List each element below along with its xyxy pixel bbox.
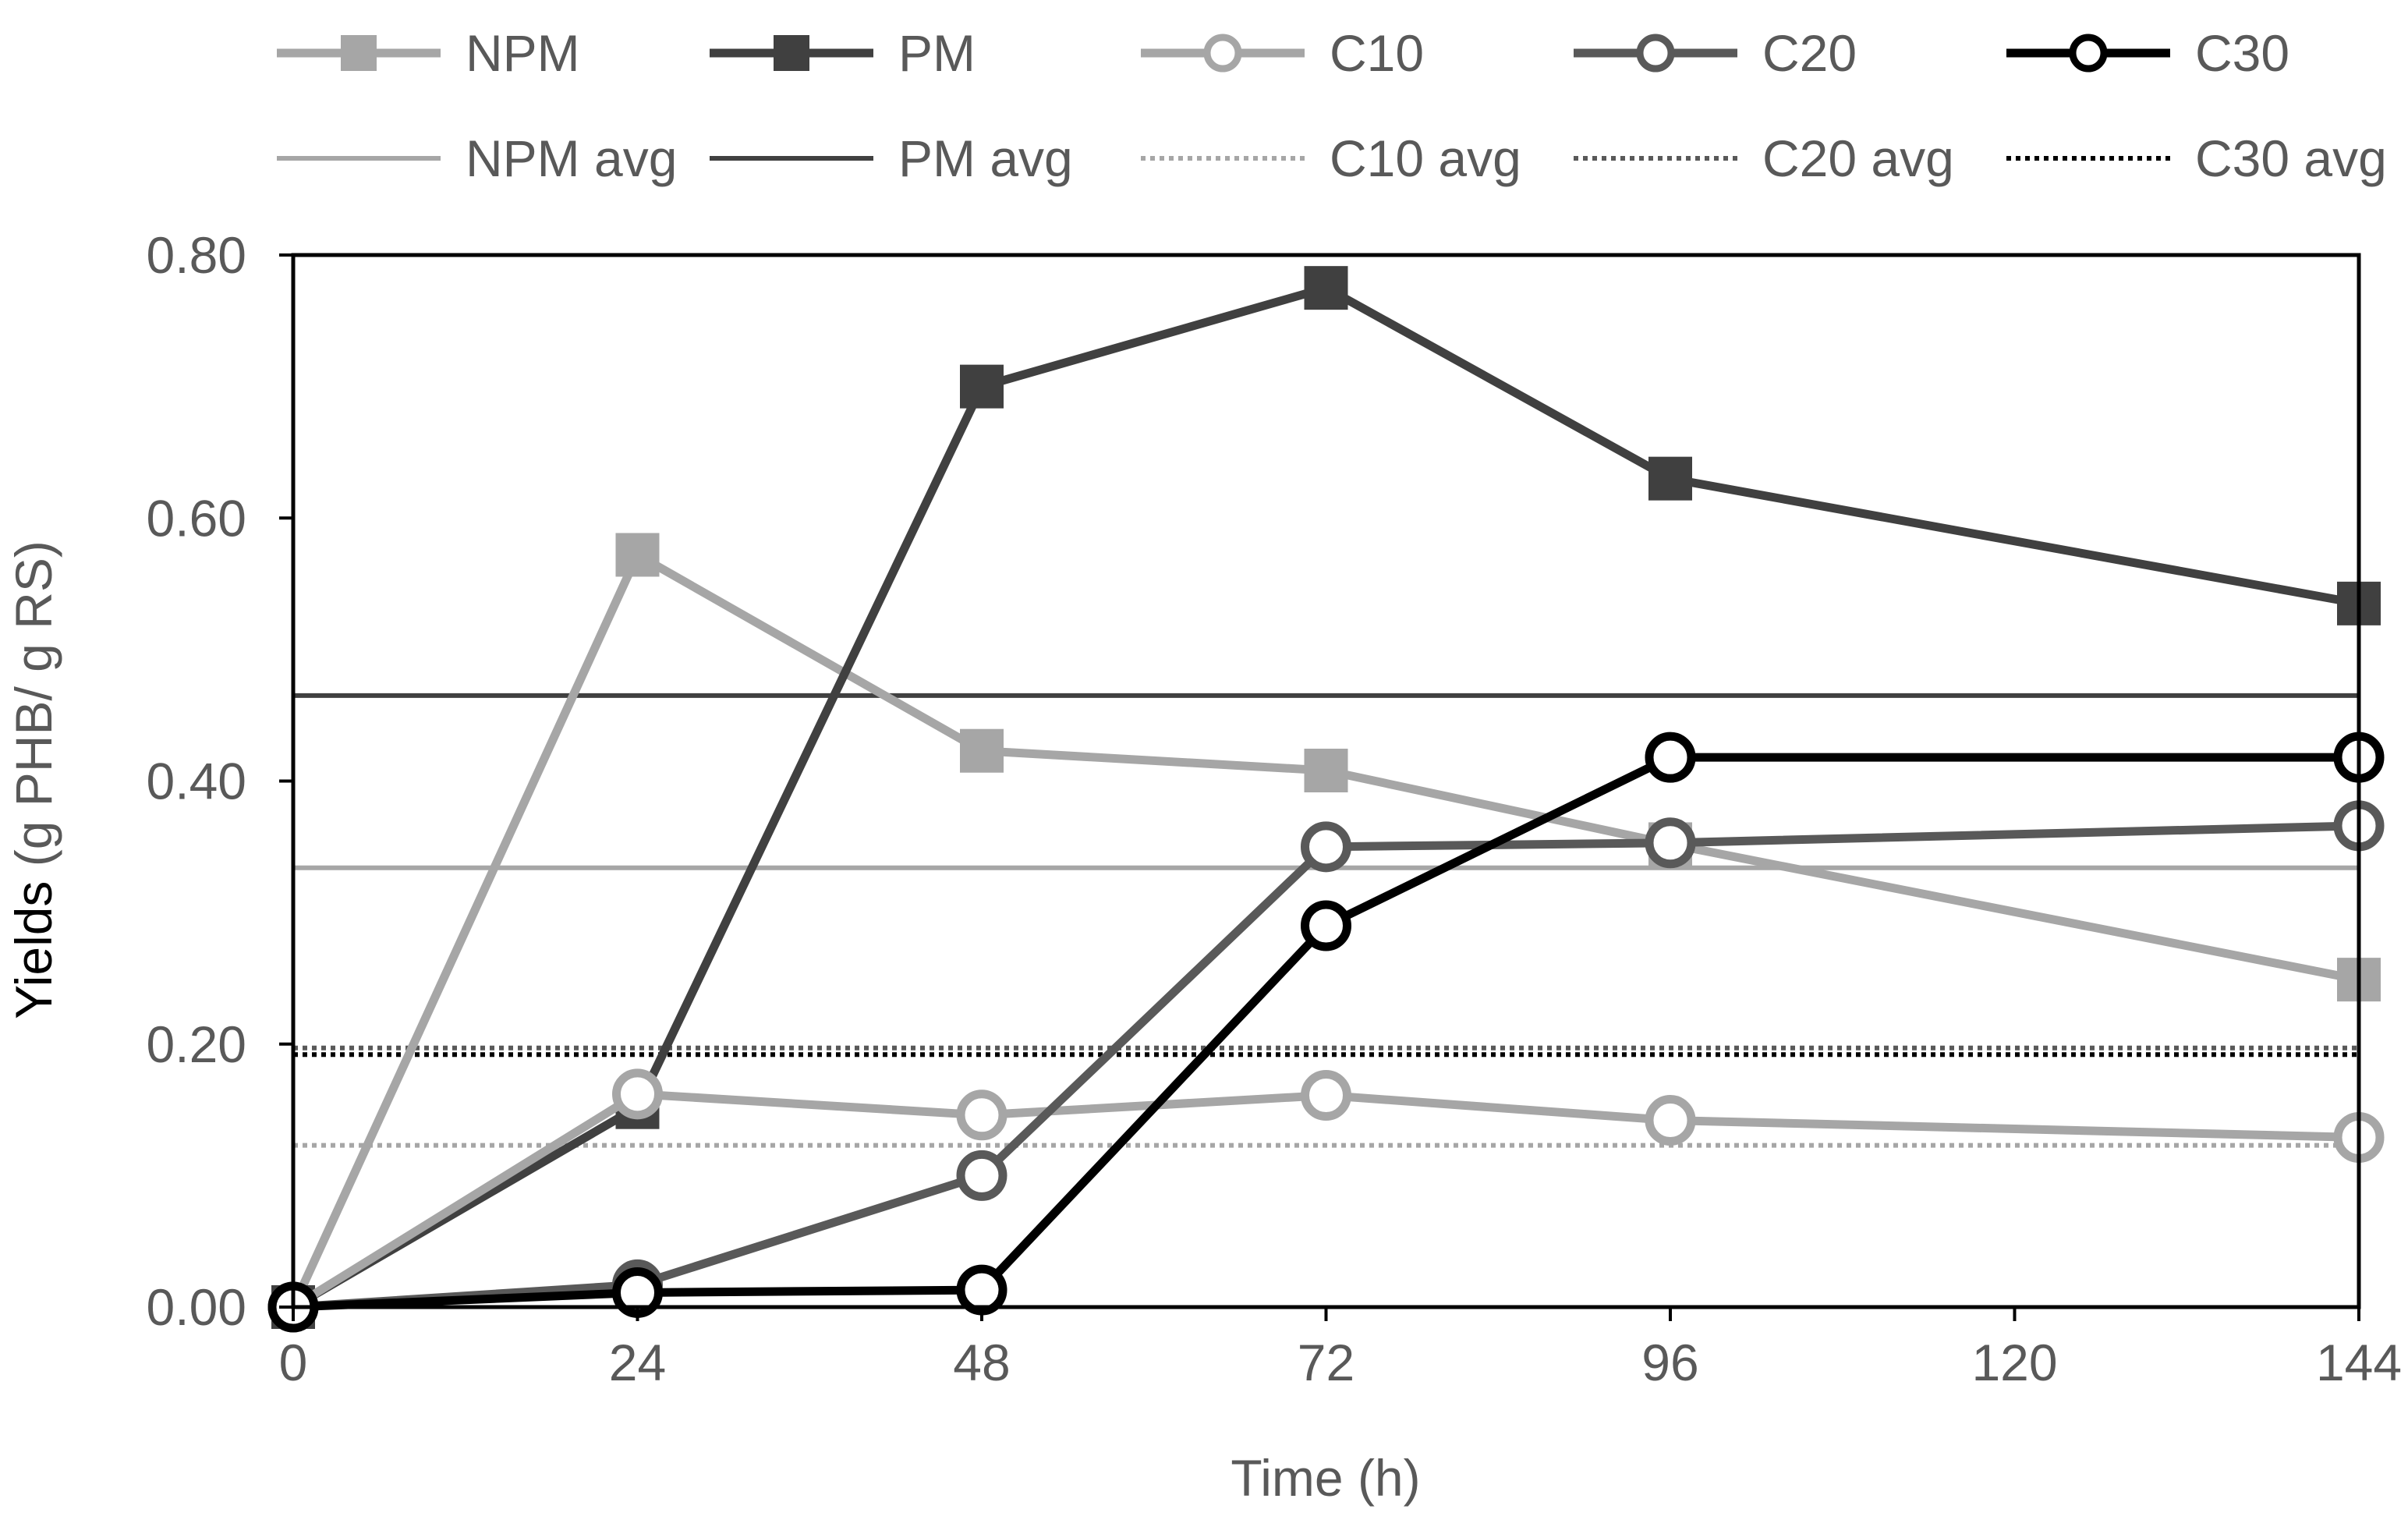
legend-item-pm-avg: PM avg — [710, 129, 1073, 187]
npm-point — [615, 533, 660, 577]
c20-line — [292, 821, 2360, 1312]
pm-line — [291, 283, 2360, 1311]
npm-point — [1304, 749, 1348, 793]
legend-label: C30 — [2195, 24, 2289, 82]
y-axis-title-unit: (g PHB/ g RS) — [5, 540, 62, 880]
c20-series — [267, 800, 2385, 1333]
legend-label: C20 avg — [1762, 129, 1954, 187]
legend-label: C30 avg — [2195, 129, 2387, 187]
x-tick-label: 24 — [609, 1334, 666, 1391]
y-tick-label: 0.00 — [147, 1278, 246, 1336]
legend-label: C20 — [1762, 24, 1857, 82]
y-tick-label: 0.20 — [147, 1015, 246, 1073]
x-tick-label: 0 — [279, 1334, 308, 1391]
legend-item-c20: C20 — [1574, 24, 1857, 82]
pm-point — [1648, 456, 1692, 501]
c20-point — [1645, 817, 1696, 869]
y-tick-label: 0.40 — [147, 753, 246, 810]
x-tick-label: 144 — [2316, 1334, 2402, 1391]
legend-item-npm-avg: NPM avg — [277, 129, 677, 187]
c30-point — [956, 1264, 1007, 1316]
x-tick-label: 72 — [1298, 1334, 1354, 1391]
c10-point — [1301, 1070, 1351, 1121]
legend: NPM PM C10 C20 C30 NPM avg PM avg C10 avg C20 av… — [277, 24, 2387, 187]
y-axis-title-main: Yields — [5, 881, 62, 1019]
c30-series — [267, 732, 2385, 1333]
x-tick-label: 120 — [1971, 1334, 2057, 1391]
pm-series — [271, 266, 2381, 1329]
c10-point — [956, 1089, 1007, 1141]
x-axis-title: Time (h) — [1231, 1449, 1420, 1507]
axes: 0 24 48 72 96 120 144 0.00 0.20 0.40 0.60 0.80 — [147, 226, 2403, 1391]
legend-item-c10-avg: C10 avg — [1141, 129, 1521, 187]
legend-label: PM avg — [898, 129, 1073, 187]
legend-label: NPM avg — [466, 129, 677, 187]
legend-item-c20-avg: C20 avg — [1574, 129, 1954, 187]
c30-point — [1645, 732, 1696, 783]
legend-item-npm: NPM — [277, 24, 580, 82]
legend-label: PM — [898, 24, 976, 82]
legend-label: C10 — [1330, 24, 1424, 82]
legend-marker — [341, 35, 377, 71]
c30-point — [1301, 900, 1351, 951]
x-tick-label: 48 — [953, 1334, 1010, 1391]
legend-marker — [2069, 34, 2108, 73]
npm-line — [289, 550, 2360, 1309]
pm-point — [960, 364, 1004, 409]
legend-label: NPM — [466, 24, 580, 82]
x-tick-label: 96 — [1641, 1334, 1698, 1391]
y-tick-label: 0.60 — [147, 489, 246, 547]
pm-point — [1304, 266, 1348, 310]
legend-item-c10: C10 — [1141, 24, 1424, 82]
c10-point — [612, 1068, 663, 1120]
c20-point — [956, 1150, 1007, 1201]
c30-line — [292, 753, 2359, 1312]
y-tick-label: 0.80 — [147, 226, 246, 284]
legend-marker — [1203, 34, 1242, 73]
y-axis-title: Yields (g PHB/ g RS) — [5, 540, 62, 1019]
legend-marker — [774, 35, 809, 71]
series-lines — [267, 266, 2385, 1333]
c20-point — [1301, 821, 1351, 873]
legend-marker — [1636, 34, 1675, 73]
legend-item-c30: C30 — [2006, 24, 2289, 82]
npm-point — [960, 728, 1004, 773]
legend-label: C10 avg — [1330, 129, 1521, 187]
legend-item-c30-avg: C30 avg — [2006, 129, 2387, 187]
legend-item-pm: PM — [710, 24, 976, 82]
c10-point — [1645, 1095, 1696, 1146]
